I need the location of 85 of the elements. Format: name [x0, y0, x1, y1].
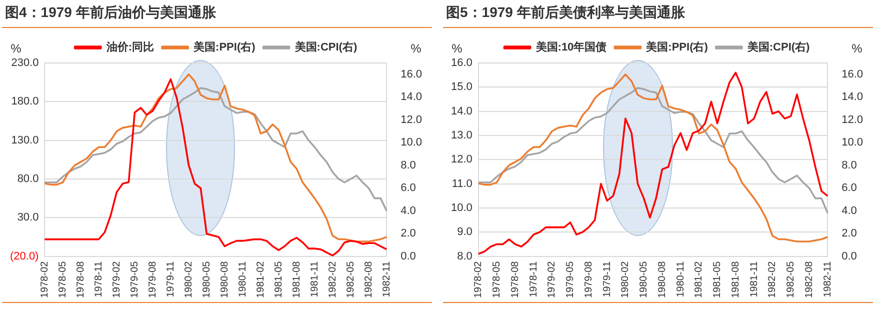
y-tick-label: 10.0 [450, 202, 472, 214]
x-tick-label: 1981-02 [694, 260, 705, 298]
y2-tick-label: 0.0 [400, 250, 416, 262]
y-tick-label: 14.0 [450, 105, 472, 118]
y-tick-label: 15.0 [450, 81, 472, 94]
y2-tick-label: 14.0 [842, 91, 864, 104]
x-tick-label: 1980-05 [638, 260, 650, 298]
y-tick-label: 180.0 [11, 96, 39, 108]
legend-label: 油价:同比 [105, 40, 154, 54]
x-tick-label: 1982-08 [363, 260, 374, 298]
x-tick-label: 1979-02 [546, 260, 558, 298]
x-tick-label: 1978-11 [528, 260, 540, 298]
x-tick-label: 1982-11 [381, 260, 392, 298]
x-tick-label: 1978-02 [473, 260, 484, 298]
x-tick-label: 1981-05 [273, 260, 284, 298]
y-tick-label: 12.0 [450, 154, 472, 166]
y-tick-label: 80.0 [17, 173, 39, 186]
y-tick-label: 11.0 [452, 178, 472, 190]
x-tick-label: 1982-02 [327, 260, 338, 298]
y2-tick-label: 12.0 [842, 114, 864, 126]
x-tick-label: 1980-08 [219, 260, 230, 298]
y-tick-label: 9.0 [457, 226, 472, 238]
y-tick-label: (20.0) [10, 250, 39, 262]
y2-tick-label: 16.0 [842, 68, 864, 80]
y-tick-label: 30.0 [17, 212, 39, 224]
y2-tick-label: 0.0 [842, 250, 857, 262]
y2-tick-label: 6.0 [842, 182, 857, 194]
y2-tick-label: 8.0 [842, 159, 857, 172]
x-tick-label: 1979-05 [565, 260, 576, 298]
x-tick-label: 1979-08 [583, 260, 594, 298]
x-tick-label: 1982-11 [822, 260, 834, 298]
y2-axis-title: % [410, 41, 422, 56]
x-tick-label: 1982-08 [804, 260, 815, 298]
legend-label: 美国:10年国债 [534, 40, 607, 54]
y2-tick-label: 4.0 [400, 204, 416, 217]
y2-tick-label: 10.0 [400, 136, 422, 149]
x-tick-label: 1981-05 [712, 260, 724, 298]
y2-tick-label: 8.0 [400, 159, 416, 172]
legend-label: 美国:PPI(右) [192, 40, 256, 54]
x-tick-label: 1979-05 [129, 260, 140, 298]
x-tick-label: 1979-11 [165, 260, 176, 298]
x-tick-label: 1981-11 [748, 260, 760, 298]
y2-tick-label: 16.0 [400, 68, 422, 80]
y2-tick-label: 14.0 [400, 91, 422, 104]
x-tick-label: 1981-02 [255, 260, 266, 298]
x-tick-label: 1982-05 [786, 260, 797, 298]
x-tick-label: 1978-02 [39, 260, 50, 298]
legend-label: 美国:CPI(右) [294, 40, 358, 54]
x-tick-label: 1980-08 [656, 260, 668, 298]
x-tick-label: 1979-08 [147, 260, 158, 298]
y2-axis-title: % [852, 41, 863, 56]
x-tick-label: 1979-11 [602, 260, 613, 298]
x-tick-label: 1981-08 [291, 260, 302, 298]
x-tick-label: 1980-05 [201, 260, 212, 298]
chart-title: 图4：1979 年前后油价与美国通胀 [5, 4, 216, 22]
x-tick-label: 1980-11 [675, 260, 686, 298]
y-axis-title: % [10, 41, 22, 56]
chart-title: 图5：1979 年前后美债利率与美国通胀 [446, 4, 685, 22]
x-tick-label: 1981-11 [309, 260, 320, 298]
x-tick-label: 1982-02 [767, 260, 778, 298]
y2-tick-label: 4.0 [842, 204, 857, 217]
x-tick-label: 1978-05 [492, 260, 503, 298]
x-tick-label: 1979-02 [111, 260, 122, 298]
legend-label: 美国:CPI(右) [746, 40, 810, 54]
y2-tick-label: 2.0 [842, 228, 857, 240]
x-tick-label: 1978-08 [75, 260, 86, 298]
x-tick-label: 1982-05 [345, 260, 356, 298]
x-tick-label: 1978-05 [57, 260, 68, 298]
y-tick-label: 230.0 [11, 57, 39, 70]
x-tick-label: 1980-02 [620, 260, 632, 298]
y2-tick-label: 12.0 [400, 114, 422, 126]
y2-tick-label: 6.0 [400, 182, 416, 194]
y2-tick-label: 2.0 [400, 228, 416, 240]
x-tick-label: 1980-11 [237, 260, 248, 298]
y-tick-label: 16.0 [450, 57, 472, 70]
y-tick-label: 130.0 [11, 134, 39, 146]
x-tick-label: 1980-02 [183, 260, 194, 298]
legend-label: 美国:PPI(右) [645, 40, 708, 54]
y-axis-title: % [452, 41, 463, 56]
x-tick-label: 1981-08 [730, 260, 742, 298]
y2-tick-label: 10.0 [842, 136, 864, 149]
y-tick-label: 8.0 [457, 250, 472, 262]
x-tick-label: 1978-11 [93, 260, 104, 298]
y-tick-label: 13.0 [450, 130, 472, 142]
x-tick-label: 1978-08 [510, 260, 521, 298]
